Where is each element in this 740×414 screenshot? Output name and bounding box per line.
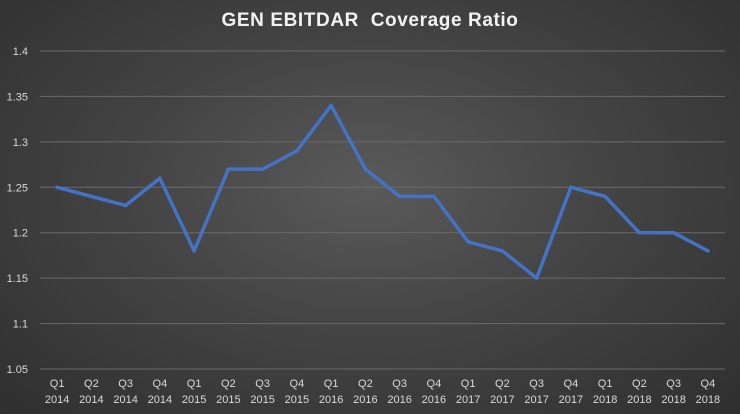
x-tick-quarter: Q3 — [392, 378, 407, 390]
data-point — [671, 230, 676, 235]
x-tick-year: 2015 — [216, 394, 240, 406]
x-tick-year: 2018 — [661, 394, 685, 406]
data-point — [569, 185, 573, 190]
chart-title: GEN EBITDAR Coverage Ratio — [221, 10, 519, 31]
x-tick-quarter: Q3 — [118, 378, 133, 390]
x-tick-quarter: Q2 — [632, 378, 647, 390]
y-tick-label: 1.2 — [13, 228, 28, 240]
x-tick-year: 2016 — [319, 394, 343, 406]
data-point — [397, 194, 402, 199]
x-tick-year: 2014 — [113, 394, 137, 406]
data-point — [500, 249, 505, 253]
x-tick-quarter: Q4 — [564, 378, 579, 390]
x-tick-quarter: Q2 — [84, 378, 99, 390]
data-point — [706, 249, 710, 253]
x-tick-quarter: Q2 — [358, 378, 373, 390]
x-tick-year: 2016 — [422, 394, 446, 406]
y-tick-label: 1.35 — [7, 91, 28, 103]
x-tick-quarter: Q4 — [290, 378, 305, 390]
data-point — [534, 276, 539, 280]
data-point — [603, 194, 607, 199]
x-tick-year: 2015 — [250, 394, 274, 406]
y-axis-ticks: 1.05 1.1 1.15 1.2 1.25 1.3 1.35 1.4 — [7, 46, 28, 376]
data-point — [226, 167, 231, 171]
x-tick-quarter: Q3 — [529, 378, 544, 390]
x-axis-ticks: Q1 2014 Q2 2014 Q3 2014 Q4 2014 Q1 2015 Q2 2015 Q3 20… — [45, 378, 720, 406]
data-point — [295, 149, 299, 153]
data-point — [55, 185, 59, 190]
x-tick-quarter: Q2 — [221, 378, 236, 390]
series-layer — [55, 103, 710, 280]
data-point — [637, 230, 642, 235]
x-tick-year: 2017 — [490, 394, 514, 406]
x-tick-quarter: Q4 — [153, 378, 168, 390]
series-line — [55, 103, 710, 280]
x-tick-quarter: Q1 — [324, 378, 339, 390]
x-tick-quarter: Q4 — [427, 378, 442, 390]
data-point — [192, 249, 196, 253]
y-tick-label: 1.1 — [13, 319, 28, 331]
x-tick-year: 2017 — [456, 394, 480, 406]
y-tick-label: 1.05 — [7, 364, 28, 376]
data-point — [329, 103, 333, 108]
x-tick-year: 2015 — [182, 394, 206, 406]
x-tick-year: 2016 — [353, 394, 377, 406]
x-tick-year: 2018 — [627, 394, 651, 406]
data-point — [123, 203, 128, 208]
x-tick-quarter: Q1 — [50, 378, 65, 390]
y-tick-label: 1.25 — [7, 182, 28, 194]
y-tick-label: 1.15 — [7, 273, 28, 285]
x-tick-year: 2017 — [559, 394, 583, 406]
data-point — [363, 167, 368, 171]
y-tick-label: 1.4 — [13, 46, 28, 58]
x-tick-quarter: Q4 — [701, 378, 716, 390]
data-point — [466, 240, 470, 244]
gridlines — [40, 50, 725, 370]
x-tick-quarter: Q1 — [461, 378, 476, 390]
data-point — [432, 194, 436, 199]
x-tick-quarter: Q1 — [598, 378, 613, 390]
x-tick-quarter: Q1 — [187, 378, 202, 390]
x-tick-quarter: Q3 — [255, 378, 270, 390]
x-tick-year: 2018 — [696, 394, 720, 406]
x-tick-year: 2014 — [148, 394, 172, 406]
x-tick-year: 2014 — [79, 394, 103, 406]
data-point — [158, 176, 162, 180]
x-tick-year: 2018 — [593, 394, 617, 406]
data-point — [89, 194, 94, 199]
x-tick-year: 2017 — [524, 394, 548, 406]
x-tick-quarter: Q3 — [666, 378, 681, 390]
x-tick-year: 2016 — [387, 394, 411, 406]
y-tick-label: 1.3 — [13, 137, 28, 149]
x-tick-year: 2014 — [45, 394, 69, 406]
x-tick-year: 2015 — [285, 394, 309, 406]
data-point — [260, 167, 265, 171]
x-tick-quarter: Q2 — [495, 378, 510, 390]
